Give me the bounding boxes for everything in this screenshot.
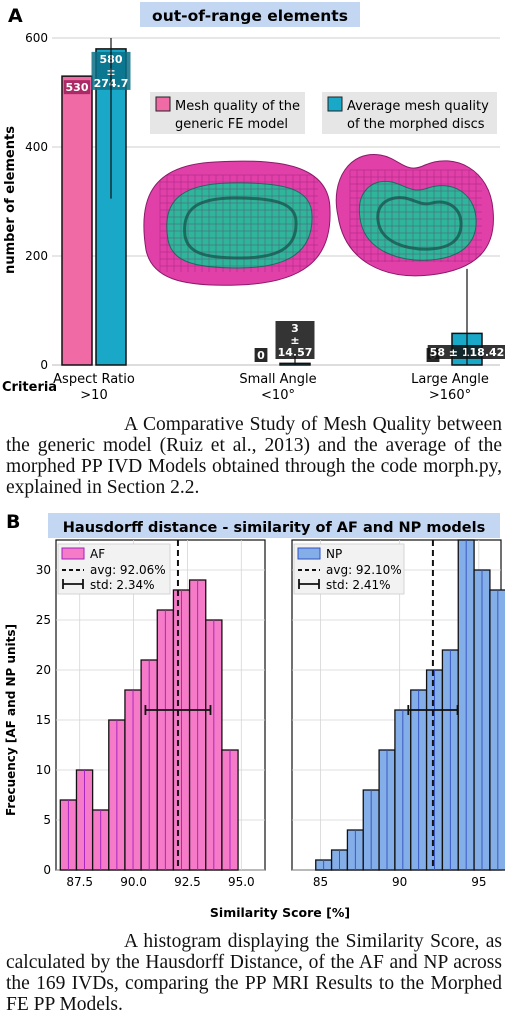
a-criteria-label: Criteria bbox=[2, 380, 57, 395]
b-legend-np: NP avg: 92.10% std: 2.41% bbox=[293, 543, 405, 595]
b-legend-af-swatch bbox=[61, 547, 85, 560]
a-xtick-label: Aspect Ratio bbox=[53, 372, 135, 387]
a-legend-generic-swatch bbox=[155, 96, 171, 112]
a-xtick-label: Large Angle bbox=[411, 372, 489, 387]
a-legend: Mesh quality of the generic FE model Ave… bbox=[150, 92, 497, 134]
a-value-label: 0 bbox=[257, 349, 265, 362]
b-yticks: 0 5 10 15 20 25 30 bbox=[36, 563, 51, 877]
b-legend-np-swatch bbox=[297, 547, 321, 560]
a-ytick-label: 0 bbox=[40, 358, 48, 372]
a-legend-generic-line1: Mesh quality of the bbox=[175, 99, 300, 114]
a-xtick-threshold: >10 bbox=[80, 388, 107, 403]
a-value-label-bg bbox=[63, 80, 91, 95]
a-bar bbox=[61, 75, 93, 366]
b-xtick-label: 85 bbox=[313, 875, 328, 889]
mesh-morphed-disc-image bbox=[335, 153, 494, 277]
b-xlabel: Similarity Score [%] bbox=[210, 905, 350, 920]
a-value-label-bg bbox=[254, 348, 268, 362]
b-xtick-label: 95.0 bbox=[228, 875, 255, 889]
b-legend-np-std: std: 2.41% bbox=[326, 578, 391, 592]
b-legend-af-avg: avg: 92.06% bbox=[90, 563, 166, 577]
panel-a-banner-bg bbox=[140, 2, 360, 27]
panel-b-banner-bg bbox=[48, 513, 500, 538]
panel-b-banner: Hausdorff distance - similarity of AF an… bbox=[63, 520, 485, 536]
a-ytick-label: 400 bbox=[25, 140, 48, 154]
b-ytick-label: 25 bbox=[36, 613, 51, 627]
b-xticks: 87.5 90.0 92.5 95.0 85 90 95 bbox=[66, 875, 486, 889]
panel-a-letter: A bbox=[8, 5, 23, 27]
b-legend-af: AF avg: 92.06% std: 2.34% bbox=[57, 543, 171, 595]
a-xtick-threshold: >160° bbox=[429, 388, 471, 403]
b-ytick-label: 0 bbox=[43, 863, 51, 877]
caption-a: A Comparative Study of Mesh Quality betw… bbox=[6, 414, 502, 498]
b-legend-af-std: std: 2.34% bbox=[90, 578, 155, 592]
a-legend-morphed-swatch bbox=[327, 96, 343, 112]
b-ytick-label: 30 bbox=[36, 563, 51, 577]
b-xtick-label: 92.5 bbox=[174, 875, 201, 889]
a-ytick-label: 600 bbox=[25, 31, 48, 45]
a-value-label: 14.57 bbox=[278, 346, 313, 359]
a-value-label: 3 bbox=[291, 322, 299, 335]
a-value-label-bg bbox=[427, 345, 505, 359]
caption-b: A histogram displaying the Similarity Sc… bbox=[6, 931, 502, 1015]
a-value-label: ± bbox=[290, 334, 299, 347]
b-ytick-label: 15 bbox=[36, 713, 51, 727]
b-legend-af-name: AF bbox=[90, 547, 105, 561]
b-xtick-label: 87.5 bbox=[66, 875, 93, 889]
b-xtick-label: 90 bbox=[392, 875, 407, 889]
a-legend-morphed-line1: Average mesh quality bbox=[347, 99, 489, 114]
a-errorbars bbox=[110, 38, 468, 365]
panel-a-banner: out-of-range elements bbox=[152, 7, 348, 25]
a-value-label-bg bbox=[275, 321, 315, 359]
panel-b: B Hausdorff distance - similarity of AF … bbox=[4, 511, 505, 920]
b-ylabel: Frecuency [AF and NP units] bbox=[4, 624, 18, 816]
a-xticks: Aspect Ratio>10 Small Angle<10° Large Angl… bbox=[53, 372, 489, 403]
b-ytick-label: 20 bbox=[36, 663, 51, 677]
b-legend-np-avg: avg: 92.10% bbox=[326, 563, 402, 577]
b-xtick-label: 95 bbox=[471, 875, 486, 889]
a-xtick-label: Small Angle bbox=[239, 372, 316, 387]
a-legend-generic-line2: generic FE model bbox=[175, 117, 288, 132]
a-legend-morphed-line2: of the morphed discs bbox=[347, 117, 485, 132]
a-xtick-threshold: <10° bbox=[261, 388, 295, 403]
a-legend-morphed-bg bbox=[322, 92, 497, 134]
a-yticks: 0 200 400 600 bbox=[25, 31, 48, 372]
b-xtick-label: 90.0 bbox=[120, 875, 147, 889]
b-stats bbox=[144, 540, 459, 870]
b-ytick-label: 5 bbox=[43, 813, 51, 827]
panel-b-letter: B bbox=[6, 511, 20, 533]
mesh-generic-disc-image bbox=[143, 160, 331, 286]
panel-a: A out-of-range elements 0 200 400 600 numbe… bbox=[2, 2, 505, 403]
a-ylabel: number of elements bbox=[3, 126, 18, 274]
a-legend-generic-bg bbox=[150, 92, 305, 134]
a-value-label: 530 bbox=[66, 81, 89, 94]
a-ytick-label: 200 bbox=[25, 249, 48, 263]
b-ytick-label: 10 bbox=[36, 763, 51, 777]
b-legend-np-name: NP bbox=[326, 547, 342, 561]
